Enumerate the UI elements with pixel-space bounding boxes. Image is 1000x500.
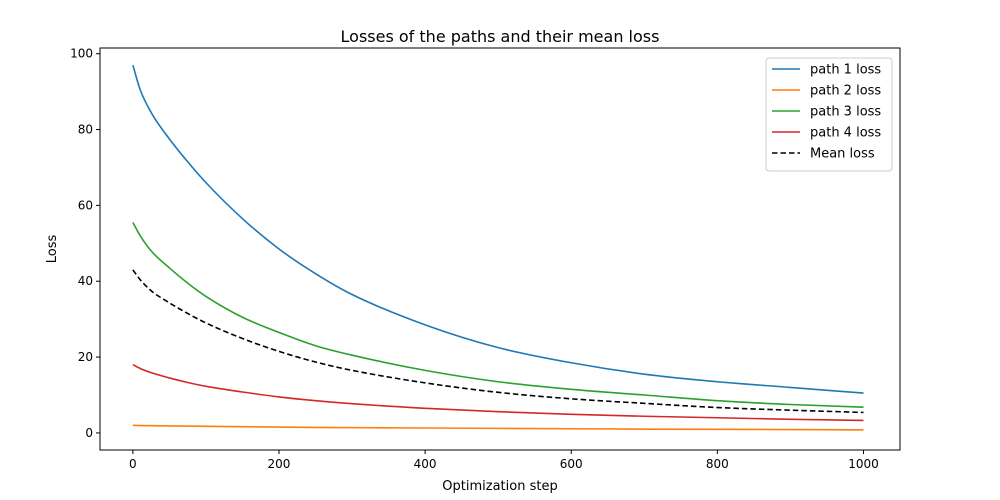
y-tick-label: 100 (70, 47, 93, 61)
y-tick-label: 80 (78, 123, 93, 137)
series-line-1 (132, 64, 864, 394)
x-tick-label: 400 (414, 457, 437, 471)
plot-area (99, 47, 901, 451)
legend-label: path 1 loss (810, 63, 881, 78)
chart-title: Losses of the paths and their mean loss (341, 27, 660, 46)
x-tick-label: 0 (129, 457, 137, 471)
x-tick-label: 800 (706, 457, 729, 471)
y-tick-label: 0 (85, 426, 93, 440)
legend-label: Mean loss (810, 147, 875, 162)
x-axis-label: Optimization step (442, 479, 557, 494)
series-line-4 (132, 363, 864, 422)
series-line-2 (132, 424, 864, 431)
x-axis: 0 200 400 600 800 1000 (129, 450, 879, 471)
y-axis: 0 20 40 60 80 100 (70, 47, 100, 440)
legend: path 1 loss path 2 loss path 3 loss path 4 … (765, 57, 893, 172)
legend-label: path 4 loss (810, 126, 881, 141)
legend-label: path 3 loss (810, 105, 881, 120)
series-lines (132, 64, 864, 431)
x-tick-label: 200 (268, 457, 291, 471)
y-tick-label: 40 (78, 274, 93, 288)
y-axis-label: Loss (45, 235, 60, 264)
x-tick-label: 600 (560, 457, 583, 471)
legend-label: path 2 loss (810, 84, 881, 99)
legend-box (765, 57, 893, 172)
series-line-5 (132, 269, 864, 414)
series-line-3 (132, 222, 864, 408)
y-tick-label: 60 (78, 198, 93, 212)
x-tick-label: 1000 (848, 457, 879, 471)
y-tick-label: 20 (78, 350, 93, 364)
